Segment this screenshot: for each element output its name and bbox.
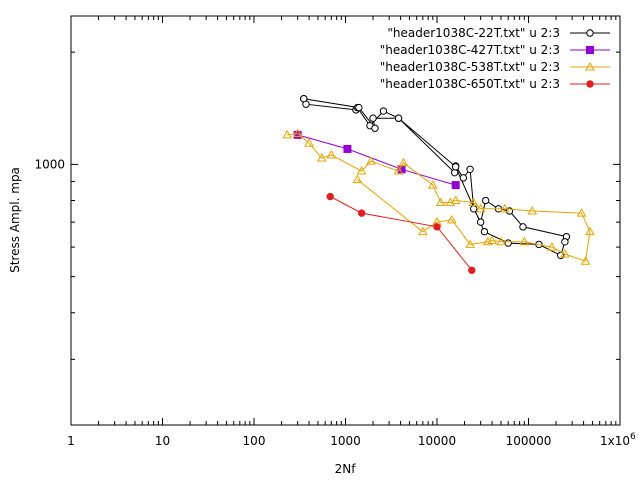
- data-point: [580, 256, 591, 265]
- legend: "header1038C-22T.txt" u 2:3 "header1038C-…: [380, 26, 610, 91]
- data-point: [451, 163, 460, 171]
- data-point: [357, 209, 366, 217]
- series-line: [329, 196, 473, 271]
- data-point: [293, 130, 302, 139]
- data-point: [398, 157, 409, 167]
- data-point: [585, 226, 595, 236]
- data-point: [504, 239, 512, 247]
- legend-marker: [586, 46, 594, 54]
- data-point: [282, 129, 292, 139]
- data-point: [560, 248, 570, 258]
- data-point: [519, 236, 530, 246]
- series-line: [297, 134, 456, 186]
- data-point: [446, 214, 457, 224]
- axis-ticks: 1 10 100 1000 10000 100000 1x106 1000: [34, 16, 636, 448]
- data-point: [394, 114, 403, 122]
- data-point: [487, 235, 497, 244]
- legend-entry-3: "header1038C-538T.txt" u 2:3: [380, 60, 610, 74]
- data-point: [300, 95, 308, 103]
- data-point: [371, 124, 379, 132]
- data-point: [468, 197, 479, 207]
- data-point: [292, 128, 303, 138]
- legend-marker: [586, 29, 594, 37]
- data-point: [427, 180, 438, 189]
- x-axis-label: 2Nf: [335, 462, 357, 476]
- data-point: [576, 208, 587, 217]
- legend-entry-2: "header1038C-427T.txt" u 2:3: [380, 43, 610, 57]
- legend-label: "header1038C-650T.txt" u 2:3: [380, 77, 560, 91]
- data-point: [527, 205, 538, 215]
- data-point: [450, 168, 459, 177]
- data-point: [393, 165, 404, 175]
- data-point: [304, 138, 314, 147]
- data-point: [326, 192, 334, 201]
- x-tick-label: 1: [67, 434, 75, 448]
- x-tick-label: 100: [243, 434, 266, 448]
- legend-label: "header1038C-427T.txt" u 2:3: [380, 43, 560, 57]
- data-point: [561, 238, 569, 246]
- x-tick-label: 10: [155, 434, 170, 448]
- y-tick-label: 1000: [34, 157, 65, 171]
- legend-entry-4: "header1038C-650T.txt" u 2:3: [380, 77, 610, 91]
- data-point: [451, 181, 460, 190]
- data-point: [465, 239, 475, 248]
- x-tick-label: 100000: [506, 434, 552, 448]
- legend-marker: [586, 80, 594, 88]
- legend-entry-1: "header1038C-22T.txt" u 2:3: [387, 26, 610, 40]
- data-point: [470, 205, 478, 213]
- series-line: [303, 98, 568, 257]
- data-point: [355, 103, 363, 112]
- data-point: [379, 107, 388, 115]
- data-point: [366, 156, 376, 165]
- data-point: [316, 153, 327, 162]
- series-4: [326, 192, 476, 274]
- data-point: [499, 203, 510, 213]
- data-point: [369, 114, 377, 122]
- data-point: [480, 227, 489, 236]
- data-point: [496, 236, 506, 246]
- series-line: [287, 132, 591, 262]
- data-point: [433, 223, 441, 231]
- data-point: [356, 165, 367, 175]
- data-point: [435, 197, 446, 207]
- series-layer: [282, 95, 595, 274]
- y-axis-label: Stress Ampl. mpa: [8, 167, 22, 273]
- data-point: [343, 144, 352, 153]
- x-tick-label: 1x106: [600, 432, 636, 448]
- legend-marker: [585, 61, 595, 71]
- data-point: [326, 149, 337, 159]
- legend-label: "header1038C-22T.txt" u 2:3: [387, 26, 560, 40]
- legend-label: "header1038C-538T.txt" u 2:3: [380, 60, 560, 74]
- data-point: [466, 165, 474, 174]
- data-point: [483, 236, 493, 246]
- data-point: [468, 266, 476, 274]
- series-1: [300, 95, 571, 260]
- series-2: [293, 130, 460, 190]
- data-point: [475, 203, 486, 213]
- data-point: [546, 242, 557, 251]
- x-tick-label: 10000: [418, 434, 456, 448]
- data-point: [459, 174, 468, 182]
- data-point: [481, 196, 490, 205]
- x-tick-label: 1000: [330, 434, 361, 448]
- data-point: [450, 195, 461, 205]
- data-point: [519, 223, 527, 231]
- data-point: [476, 218, 485, 226]
- data-point: [417, 226, 428, 236]
- data-point: [352, 174, 363, 184]
